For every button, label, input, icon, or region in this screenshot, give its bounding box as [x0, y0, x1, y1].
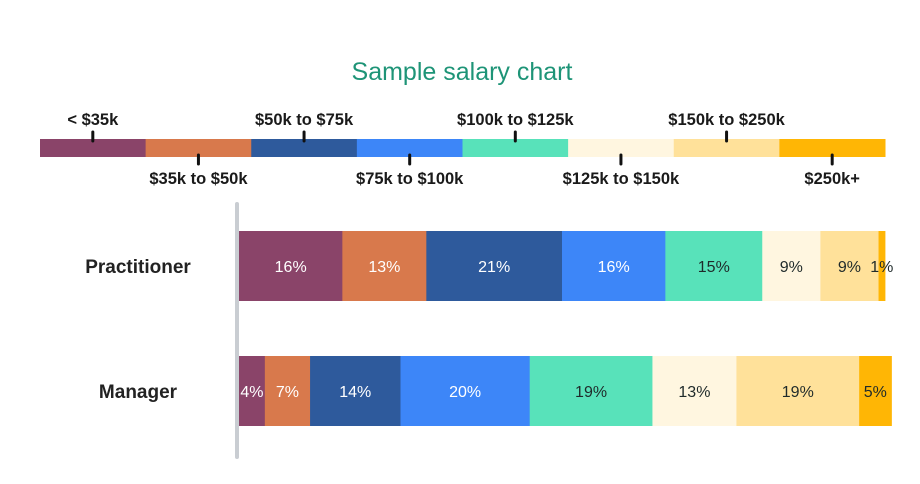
data-label: 13%: [368, 259, 400, 276]
data-label: 7%: [276, 384, 299, 401]
data-label: 21%: [478, 259, 510, 276]
legend-swatch: [673, 139, 780, 157]
category-label: Practitioner: [85, 257, 191, 278]
data-label: 19%: [782, 384, 814, 401]
bar-segment: [652, 356, 737, 426]
legend-swatch: [145, 139, 252, 157]
bars: Practitioner 16% 13% 21% 16% 15% 9% 9% 1% Manager…: [85, 231, 893, 426]
bar-segment: [239, 231, 343, 301]
legend-label: < $35k: [67, 111, 119, 129]
data-label: 16%: [598, 259, 630, 276]
data-label: 5%: [864, 384, 887, 401]
legend-swatch: [568, 139, 675, 157]
data-label: 4%: [240, 384, 263, 401]
data-label: 14%: [339, 384, 371, 401]
category-label: Manager: [99, 382, 178, 403]
legend-swatch: [40, 139, 147, 157]
data-label: 1%: [870, 259, 893, 276]
legend-label: $75k to $100k: [356, 170, 464, 188]
bar-segment: [310, 356, 401, 426]
bar-segment: [426, 231, 563, 301]
bar-segment: [820, 231, 879, 301]
bar-segment: [762, 231, 821, 301]
data-label: 13%: [678, 384, 710, 401]
legend: < $35k $35k to $50k $50k to $75k $75k to $1…: [40, 111, 886, 188]
data-label: 9%: [838, 259, 861, 276]
chart-title: Sample salary chart: [352, 58, 573, 86]
legend-label: $125k to $150k: [563, 170, 680, 188]
bar-segment: [264, 356, 311, 426]
bar-segment: [665, 231, 763, 301]
legend-swatch: [356, 139, 463, 157]
legend-label: $35k to $50k: [149, 170, 248, 188]
data-label: 15%: [698, 259, 730, 276]
bar-segment: [736, 356, 860, 426]
legend-label: $150k to $250k: [668, 111, 785, 129]
legend-label: $100k to $125k: [457, 111, 574, 129]
legend-swatch: [462, 139, 569, 157]
bar-segment: [529, 356, 653, 426]
legend-swatch: [779, 139, 886, 157]
bar-segment: [342, 231, 427, 301]
legend-label: $50k to $75k: [255, 111, 354, 129]
bar-segment: [562, 231, 666, 301]
data-label: 20%: [449, 384, 481, 401]
bar-segment: [859, 356, 892, 426]
data-label: 16%: [275, 259, 307, 276]
legend-label: $250k+: [804, 170, 860, 188]
data-label: 19%: [575, 384, 607, 401]
legend-swatch: [251, 139, 358, 157]
bar-segment: [239, 356, 266, 426]
bar-segment: [400, 356, 531, 426]
bar-segment: [878, 231, 886, 301]
data-label: 9%: [780, 259, 803, 276]
